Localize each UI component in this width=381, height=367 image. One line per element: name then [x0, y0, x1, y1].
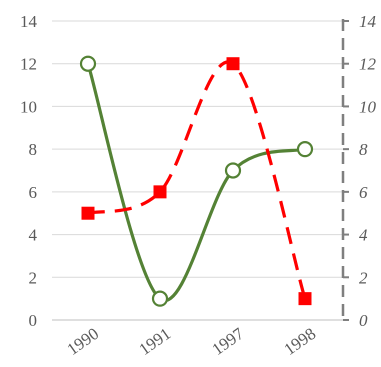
axes	[52, 19, 349, 321]
series-2-line	[87, 60, 307, 300]
series-1-point	[79, 55, 97, 72]
y-tick-label: 8	[29, 140, 38, 159]
x-tick-label: 1991	[135, 324, 174, 359]
secondary-y-tick-label: 8	[359, 140, 368, 159]
secondary-y-tick-label: 14	[359, 12, 377, 31]
y-tick-label: 10	[20, 97, 37, 116]
secondary-y-tick-label: 4	[359, 226, 368, 245]
y-tick-label: 14	[20, 12, 38, 31]
series-2-point	[226, 57, 240, 71]
y-tick-label: 12	[20, 55, 37, 74]
x-tick-label: 1997	[208, 324, 247, 359]
secondary-y-tick-label: 12	[359, 55, 377, 74]
series-2-point	[153, 185, 167, 199]
series-1-point	[151, 290, 169, 307]
series-2-point	[81, 206, 95, 220]
secondary-y-tick-label: 2	[359, 268, 368, 287]
series-lines	[86, 60, 307, 303]
secondary-y-tick-label: 6	[359, 183, 368, 202]
y-tick-label: 4	[29, 226, 38, 245]
series-1-line	[86, 63, 306, 303]
y-tick-label: 6	[29, 183, 38, 202]
y-tick-label: 0	[29, 311, 38, 330]
secondary-y-tick-label: 0	[359, 311, 368, 330]
series-1-point	[224, 162, 242, 179]
series-markers	[79, 55, 314, 307]
x-tick-label: 1998	[280, 324, 319, 359]
secondary-y-tick-label: 10	[359, 97, 377, 116]
y-tick-label: 2	[29, 268, 38, 287]
x-tick-label: 1990	[63, 324, 102, 359]
series-1-point	[296, 141, 314, 158]
series-2-point	[298, 292, 312, 306]
